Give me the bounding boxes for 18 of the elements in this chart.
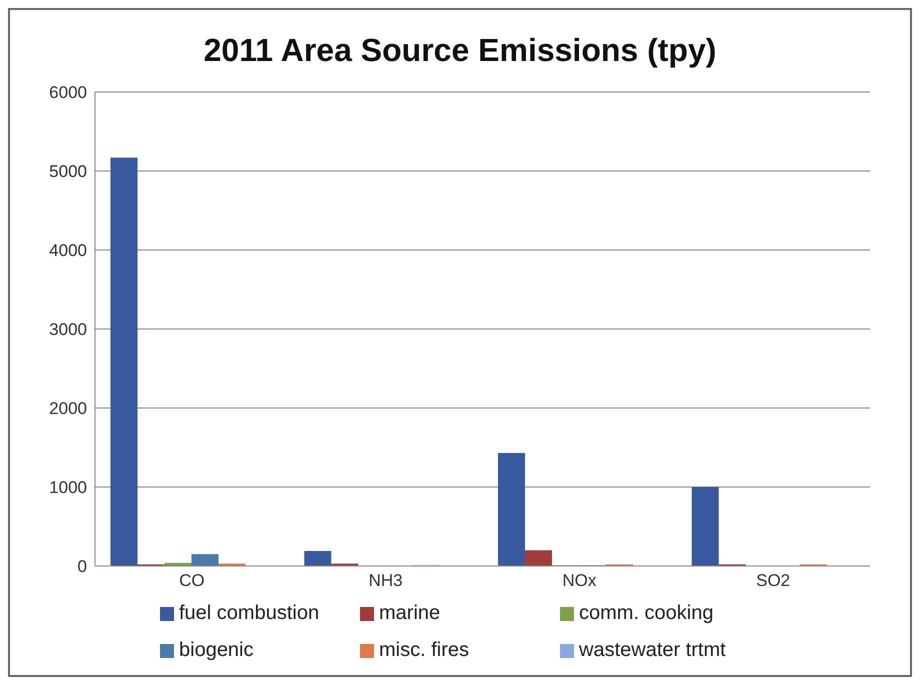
chart-title: 2011 Area Source Emissions (tpy): [202, 32, 718, 70]
y-tick-label: 1000: [49, 478, 87, 498]
y-tick-label: 4000: [49, 241, 87, 260]
y-tick-label: 3000: [49, 320, 87, 340]
x-tick-label: NH3: [368, 571, 403, 590]
legend-label: wastewater trtmt: [578, 639, 727, 662]
x-tick-label: SO2: [756, 571, 790, 590]
legend-label: fuel combustion: [178, 602, 320, 625]
x-tick-label: NOx: [562, 571, 597, 590]
y-tick-label: 2000: [49, 399, 87, 418]
y-tick-label: 5000: [49, 162, 87, 182]
x-tick-label: CO: [179, 571, 205, 590]
legend-label: biogenic: [178, 639, 255, 662]
legend-label: misc. fires: [378, 639, 470, 662]
y-tick-label: 0: [78, 557, 87, 576]
legend-label: comm. cooking: [578, 602, 714, 625]
y-tick-label: 6000: [49, 83, 87, 102]
legend-label: marine: [378, 602, 442, 625]
